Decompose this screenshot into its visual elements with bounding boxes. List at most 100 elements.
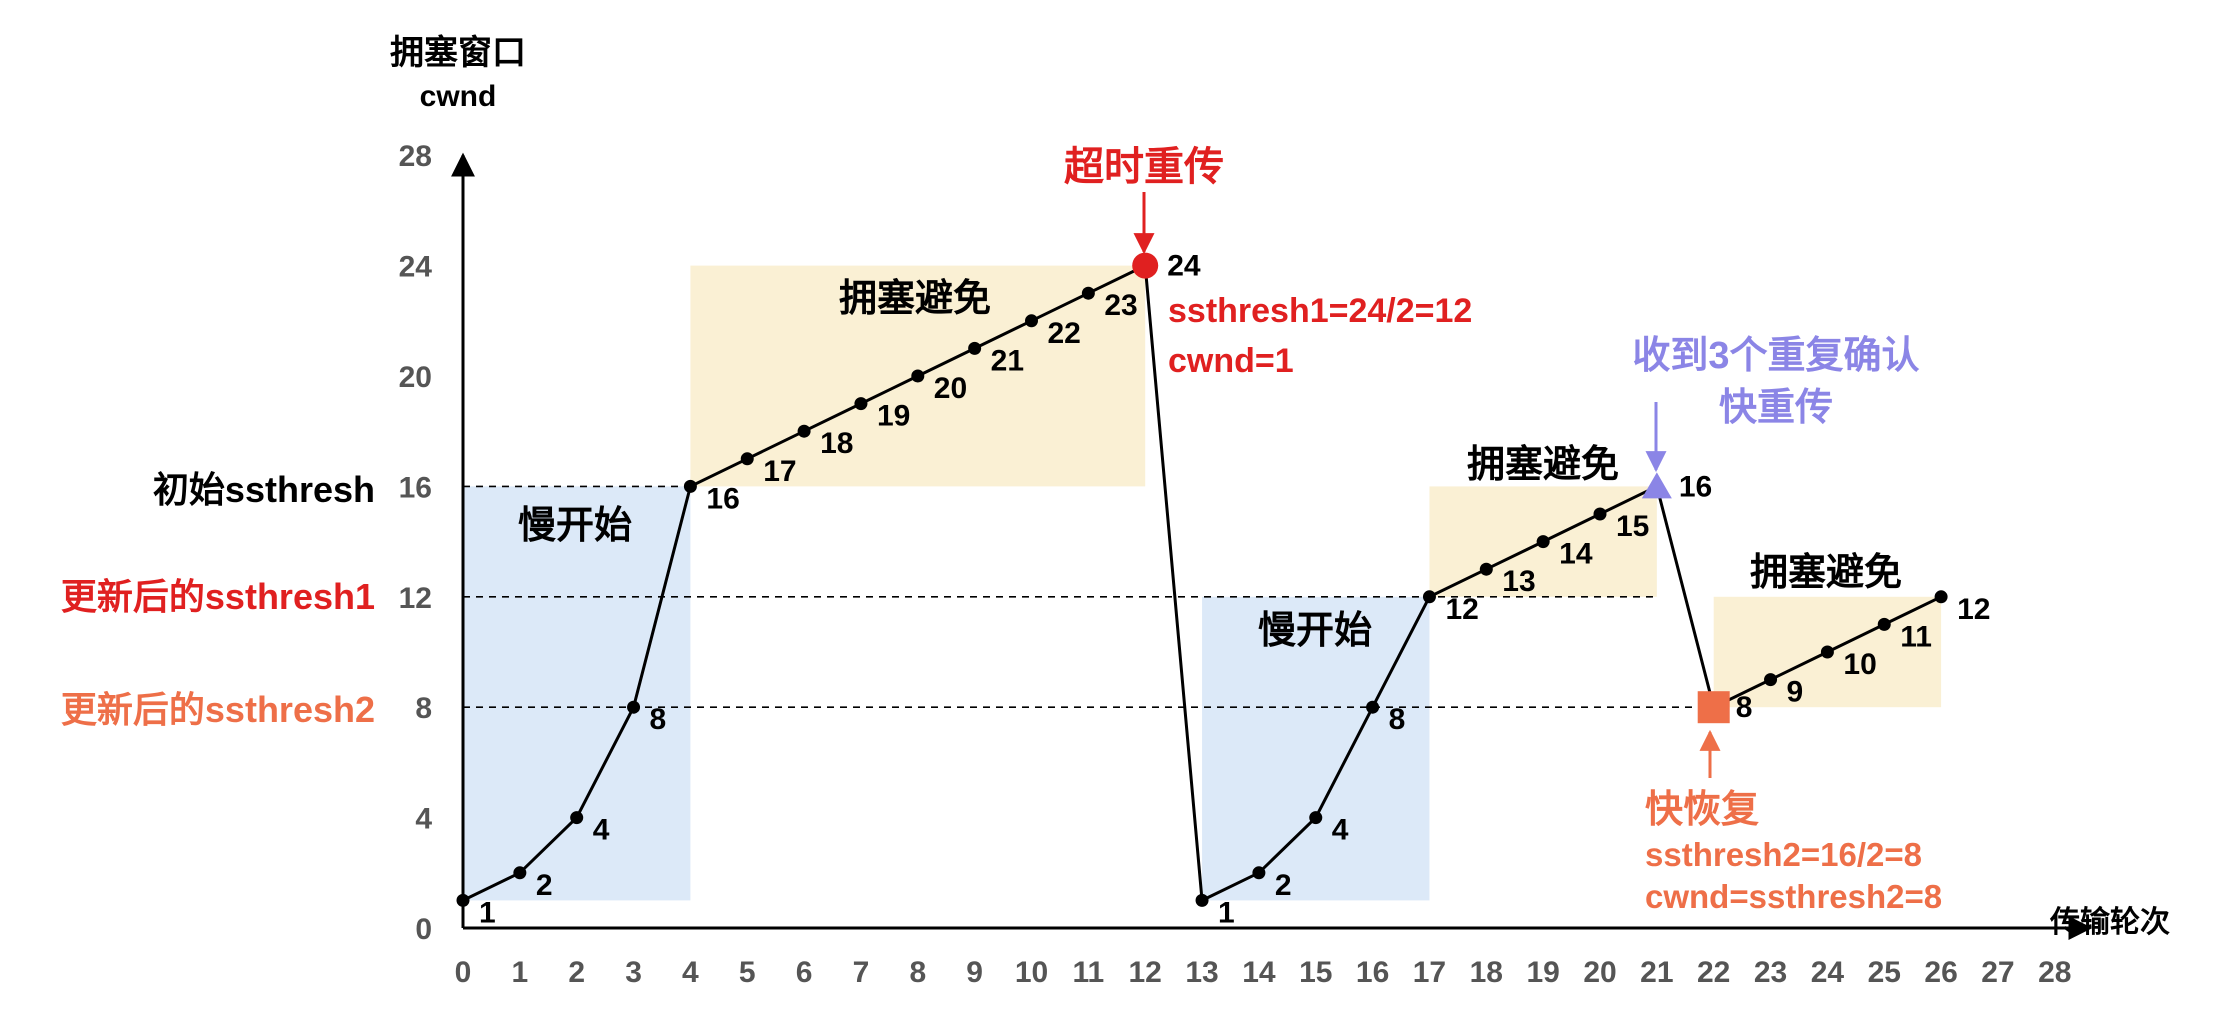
data-label-15: 4 (1332, 814, 1349, 847)
x-tick-18: 18 (1470, 956, 1503, 989)
x-tick-6: 6 (796, 956, 813, 989)
x-tick-9: 9 (966, 956, 983, 989)
data-label-6: 18 (820, 427, 853, 460)
data-point-23 (1764, 673, 1778, 687)
data-point-5 (740, 452, 754, 466)
data-label-0: 1 (479, 896, 496, 929)
x-tick-5: 5 (739, 956, 756, 989)
data-label-25: 11 (1900, 620, 1932, 653)
data-point-0 (456, 893, 470, 907)
data-point-20 (1593, 507, 1607, 521)
data-label-17: 12 (1445, 593, 1478, 626)
dupack-title-line2: 快重传 (1719, 387, 1833, 429)
x-tick-3: 3 (625, 956, 642, 989)
updated-ssthresh2-label: 更新后的ssthresh2 (61, 689, 375, 730)
data-label-5: 17 (763, 455, 796, 488)
data-point-24 (1820, 645, 1834, 659)
y-tick-0: 0 (415, 913, 432, 946)
x-tick-21: 21 (1640, 956, 1673, 989)
region-slow-start-1 (463, 486, 691, 901)
data-point-4 (683, 479, 697, 493)
x-tick-labels: 0 1 2 3 4 5 6 7 8 9 10 11 12 13 14 15 16 17 18 19 20 21 22 23 24… (455, 956, 2072, 989)
x-tick-17: 17 (1413, 956, 1446, 989)
data-label-18: 13 (1502, 565, 1535, 598)
y-tick-labels: 0 4 8 12 16 20 24 28 (399, 140, 433, 946)
data-label-19: 14 (1559, 538, 1593, 571)
data-point-1 (513, 866, 527, 880)
timeout-marker (1132, 252, 1159, 279)
x-tick-22: 22 (1697, 956, 1730, 989)
x-tick-23: 23 (1754, 956, 1787, 989)
data-label-23: 9 (1787, 676, 1804, 709)
y-tick-24: 24 (399, 251, 433, 284)
fast-recovery-marker (1697, 691, 1730, 724)
data-point-18 (1479, 562, 1493, 576)
timeout-title: 超时重传 (1064, 145, 1224, 189)
data-label-11: 23 (1104, 289, 1137, 322)
data-point-13 (1195, 893, 1209, 907)
updated-ssthresh1-label: 更新后的ssthresh1 (61, 576, 375, 617)
data-label-7: 19 (877, 400, 910, 433)
x-tick-15: 15 (1299, 956, 1332, 989)
cwnd-series-points (456, 286, 1948, 907)
data-point-10 (1025, 314, 1038, 328)
data-label-21: 16 (1679, 470, 1712, 503)
x-tick-28: 28 (2038, 956, 2071, 989)
data-point-19 (1536, 535, 1550, 549)
data-label-3: 8 (650, 703, 667, 736)
x-tick-19: 19 (1526, 956, 1559, 989)
data-label-26: 12 (1957, 593, 1990, 626)
x-tick-14: 14 (1242, 956, 1276, 989)
timeout-cwnd-text: cwnd=1 (1168, 342, 1294, 380)
data-point-6 (797, 424, 811, 438)
x-tick-11: 11 (1072, 956, 1104, 989)
x-axis-title: 传输轮次 (2049, 906, 2170, 939)
y-tick-20: 20 (399, 361, 432, 394)
avoidance-label-2: 拥塞避免 (1467, 444, 1619, 486)
data-label-4: 16 (706, 482, 739, 515)
data-label-24: 10 (1843, 648, 1876, 681)
data-label-22: 8 (1736, 691, 1753, 724)
x-tick-4: 4 (682, 956, 699, 989)
timeout-ssthresh-text: ssthresh1=24/2=12 (1168, 292, 1472, 330)
x-tick-26: 26 (1924, 956, 1957, 989)
axes (451, 152, 2093, 940)
fast-recovery-cwnd-text: cwnd=ssthresh2=8 (1645, 878, 1942, 915)
data-label-1: 2 (536, 869, 553, 902)
data-point-3 (627, 700, 641, 714)
x-tick-2: 2 (568, 956, 585, 989)
x-tick-0: 0 (455, 956, 472, 989)
x-tick-20: 20 (1583, 956, 1616, 989)
data-point-17 (1422, 590, 1436, 604)
avoidance-label-1: 拥塞避免 (839, 278, 991, 320)
x-tick-24: 24 (1811, 956, 1845, 989)
data-point-25 (1877, 617, 1891, 631)
data-point-8 (911, 369, 925, 383)
data-label-14: 2 (1275, 869, 1292, 902)
data-label-13: 1 (1218, 896, 1235, 929)
data-label-8: 20 (934, 372, 967, 405)
x-tick-13: 13 (1185, 956, 1218, 989)
data-label-12: 24 (1167, 250, 1201, 283)
x-tick-8: 8 (909, 956, 926, 989)
y-tick-12: 12 (399, 582, 432, 615)
data-point-7 (854, 397, 868, 411)
slow-start-label-2: 慢开始 (1258, 610, 1372, 652)
data-point-16 (1366, 700, 1380, 714)
x-tick-12: 12 (1129, 956, 1162, 989)
y-tick-28: 28 (399, 140, 432, 173)
data-label-9: 21 (991, 344, 1024, 377)
y-axis-title-line2: cwnd (420, 80, 497, 113)
x-tick-25: 25 (1868, 956, 1901, 989)
data-point-2 (570, 811, 584, 825)
fast-recovery-ssthresh-text: ssthresh2=16/2=8 (1645, 836, 1922, 873)
fast-recovery-title: 快恢复 (1645, 789, 1759, 831)
dupack-title-line1: 收到3个重复确认 (1632, 335, 1919, 377)
y-tick-8: 8 (415, 692, 432, 725)
x-tick-1: 1 (512, 956, 529, 989)
y-axis-title-line1: 拥塞窗口 (390, 34, 526, 72)
data-label-10: 22 (1048, 317, 1081, 350)
